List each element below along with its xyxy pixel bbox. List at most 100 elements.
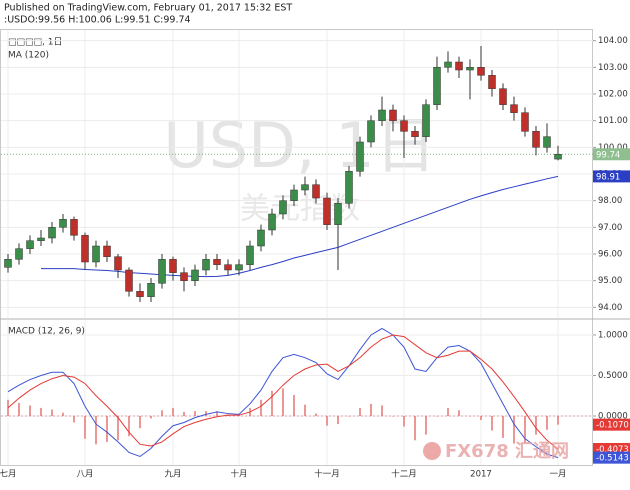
- logo-icon: [423, 442, 441, 460]
- candle-body: [521, 112, 529, 132]
- histogram-bar: [370, 403, 372, 416]
- last-value-label: -0.5143: [596, 454, 629, 464]
- histogram-bar: [216, 411, 218, 416]
- last-value-box: [593, 148, 630, 161]
- histogram-bar: [337, 415, 339, 425]
- candle-body: [15, 248, 23, 260]
- macd-line: [7, 334, 559, 450]
- histogram-bar: [84, 415, 86, 439]
- histogram-bar: [491, 415, 493, 431]
- histogram-bar: [425, 415, 427, 435]
- candle-body: [114, 256, 122, 271]
- histogram-bar: [95, 415, 97, 445]
- candle-body: [158, 259, 166, 284]
- y-tick-label: 0.5000: [598, 371, 628, 381]
- last-value-label: 98.91: [596, 172, 620, 182]
- histogram-bar: [205, 411, 207, 416]
- histogram-bar: [469, 415, 471, 417]
- histogram-bar: [51, 409, 53, 416]
- histogram-bar: [524, 415, 526, 443]
- histogram-bar: [348, 415, 350, 417]
- candle-body: [191, 269, 199, 281]
- y-tick-label: 104.00: [598, 36, 628, 46]
- y-tick-label: 95.00: [598, 276, 622, 286]
- histogram-bar: [183, 411, 185, 416]
- candle-body: [70, 219, 78, 236]
- y-tick-label: 102.00: [598, 90, 628, 100]
- candle-body: [422, 104, 430, 137]
- candle-body: [411, 131, 419, 137]
- histogram-bar: [502, 415, 504, 438]
- candle-body: [455, 61, 463, 71]
- last-value-box: [593, 451, 630, 464]
- candle-body: [257, 229, 265, 247]
- candle-body: [488, 75, 496, 89]
- candle-body: [103, 245, 111, 257]
- histogram-bar: [18, 403, 20, 416]
- macd-legend: MACD (12, 26, 9): [8, 327, 85, 337]
- histogram-bar: [315, 413, 317, 416]
- candle-body: [180, 272, 188, 281]
- candle-body: [136, 291, 144, 297]
- candle-body: [279, 200, 287, 215]
- histogram-bar: [359, 407, 361, 416]
- histogram-bar: [392, 415, 394, 417]
- histogram-bar: [436, 415, 438, 417]
- candle-body: [224, 264, 232, 271]
- histogram-bar: [447, 407, 449, 416]
- candle-body: [345, 171, 353, 204]
- candle-body: [334, 203, 342, 225]
- watermark: USD, 1日: [163, 109, 436, 182]
- candle-body: [235, 264, 243, 271]
- candle-body: [543, 136, 551, 148]
- candle-body: [37, 237, 45, 241]
- candle-body: [499, 88, 507, 105]
- candle-body: [202, 259, 210, 271]
- y-tick-label: 98.00: [598, 196, 622, 206]
- x-tick-label: 七月: [0, 470, 17, 480]
- logo-text: FX678 汇通网: [445, 441, 569, 462]
- y-tick-label: 0.0000: [598, 411, 628, 421]
- candle-body: [290, 189, 298, 201]
- candle-body: [147, 283, 155, 297]
- histogram-bar: [535, 415, 537, 435]
- last-value-label: 99.74: [596, 150, 620, 160]
- histogram-bar: [458, 410, 460, 416]
- candle-body: [301, 184, 309, 191]
- published-line: Published on TradingView.com, February 0…: [4, 3, 292, 14]
- y-tick-label: 97.00: [598, 223, 622, 233]
- candle-body: [433, 67, 441, 105]
- watermark-sub: 美元指数: [240, 192, 360, 227]
- x-tick-label: 2017: [470, 470, 492, 480]
- candle-body: [125, 269, 133, 292]
- histogram-bar: [293, 394, 295, 416]
- histogram-bar: [128, 415, 130, 437]
- candle-body: [246, 245, 254, 265]
- y-tick-label: 94.00: [598, 303, 622, 313]
- histogram-bar: [150, 415, 152, 419]
- candle-body: [444, 61, 452, 68]
- histogram-bar: [117, 415, 119, 441]
- candle-body: [400, 120, 408, 132]
- x-tick-label: 十一月: [314, 469, 340, 480]
- logo: FX678 汇通网: [423, 441, 569, 462]
- histogram-bar: [40, 407, 42, 416]
- candle-body: [554, 154, 562, 160]
- candle-body: [4, 259, 12, 268]
- x-tick-label: 十二月: [391, 469, 417, 480]
- y-tick-label: 103.00: [598, 63, 628, 73]
- histogram-bar: [139, 415, 141, 429]
- candle-body: [81, 235, 89, 263]
- histogram-bar: [194, 411, 196, 416]
- candle-body: [59, 219, 67, 228]
- histogram-bar: [106, 415, 108, 442]
- y-tick-label: 100.00: [598, 143, 628, 153]
- histogram-bar: [161, 410, 163, 416]
- candle-body: [26, 240, 34, 249]
- candle-body: [466, 67, 474, 71]
- histogram-bar: [271, 390, 273, 416]
- histogram-bar: [557, 415, 559, 425]
- candle-body: [477, 67, 485, 76]
